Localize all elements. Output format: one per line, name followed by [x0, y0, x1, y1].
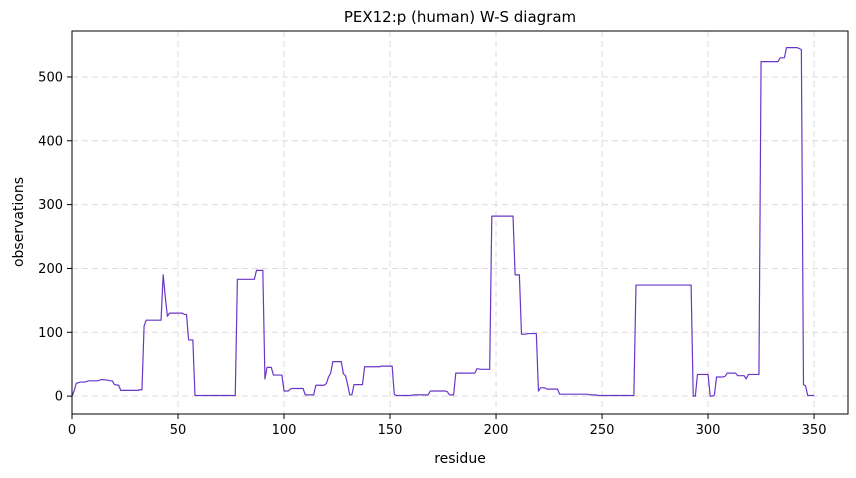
series-layer: [71, 47, 815, 397]
x-tick-label: 0: [68, 423, 76, 438]
y-tick-label: 400: [38, 134, 63, 149]
y-axis-label: observations: [11, 177, 27, 267]
grid: [71, 31, 848, 414]
axes: 0 50 100 150 200 250 300 350 0 100 200 300 400 500: [38, 70, 826, 438]
x-tick-label: 250: [590, 423, 615, 438]
y-tick-label: 0: [55, 390, 63, 405]
series-line: [71, 47, 815, 397]
x-tick-label: 150: [378, 423, 403, 438]
chart-title: PEX12:p (human) W-S diagram: [344, 8, 576, 26]
y-tick-label: 100: [38, 326, 63, 341]
x-tick-label: 50: [170, 423, 187, 438]
y-tick-label: 200: [38, 262, 63, 277]
y-tick-label: 300: [38, 198, 63, 213]
y-tick-label: 500: [38, 70, 63, 85]
x-axis-label: residue: [434, 451, 486, 467]
x-tick-label: 300: [696, 423, 721, 438]
x-tick-label: 200: [484, 423, 509, 438]
x-tick-label: 100: [272, 423, 297, 438]
plot-area-frame: [71, 30, 849, 415]
x-tick-label: 350: [802, 423, 827, 438]
